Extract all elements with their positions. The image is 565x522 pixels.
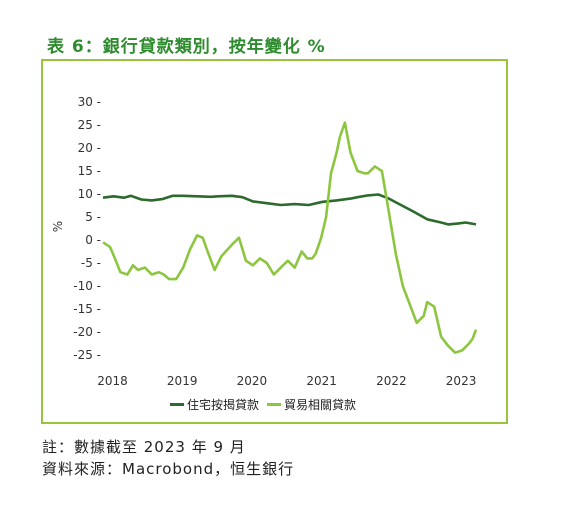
y-tick-label: 30 -	[78, 95, 101, 109]
footnote: 註：數據截至 2023 年 9 月	[42, 438, 246, 456]
x-tick-label: 2021	[306, 374, 337, 388]
source-note: 資料來源：Macrobond，恒生銀行	[42, 460, 295, 478]
y-axis-label: %	[51, 221, 65, 232]
x-tick-label: 2023	[446, 374, 477, 388]
legend-item-trade: 貿易相關貸款	[267, 396, 356, 413]
legend-swatch-mortgage	[170, 403, 184, 406]
x-tick-label: 2020	[237, 374, 268, 388]
y-axis: 30 - 25 - 20 - 15 - 10 - 5 - 0 - -5 - -10 - -15 -…	[73, 95, 101, 362]
chart-title: 表 6：銀行貸款類別，按年變化 %	[47, 37, 326, 57]
legend-label-trade: 貿易相關貸款	[284, 398, 357, 412]
y-tick-label: -20 -	[73, 325, 101, 339]
chart-frame	[41, 59, 508, 424]
series-line-mortgage	[102, 193, 477, 226]
legend-swatch-trade	[267, 403, 282, 406]
y-tick-label: -10 -	[73, 279, 101, 293]
series-line-trade	[102, 121, 478, 355]
y-tick-label: 20 -	[78, 141, 101, 155]
x-tick-label: 2022	[376, 374, 407, 388]
y-tick-label: -15 -	[73, 302, 101, 316]
y-tick-label: 25 -	[78, 118, 101, 132]
y-tick-label: 5 -	[85, 210, 101, 224]
series-group	[102, 121, 478, 355]
y-tick-label: -25 -	[73, 348, 101, 362]
line-chart: 30 - 25 - 20 - 15 - 10 - 5 - 0 - -5 - -10 - -15 -…	[51, 95, 478, 388]
y-tick-label: 15 -	[78, 164, 101, 178]
legend-label-mortgage: 住宅按揭貸款	[187, 398, 260, 412]
legend: 住宅按揭貸款 貿易相關貸款	[170, 396, 364, 413]
x-tick-label: 2018	[97, 374, 128, 388]
y-tick-label: 10 -	[78, 187, 101, 201]
y-tick-label: -5 -	[81, 256, 101, 270]
y-tick-label: 0 -	[85, 233, 101, 247]
legend-item-mortgage: 住宅按揭貸款	[170, 396, 259, 413]
x-axis: 2018 2019 2020 2021 2022 2023	[97, 374, 476, 388]
x-tick-label: 2019	[167, 374, 198, 388]
